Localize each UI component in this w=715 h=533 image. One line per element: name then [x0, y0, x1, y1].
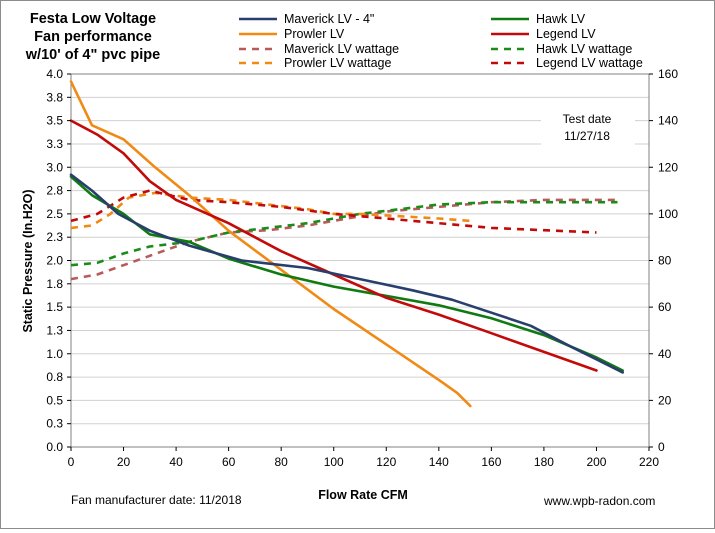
y2-tick-label: 0 — [658, 440, 665, 454]
y-tick-label: 0.0 — [46, 440, 63, 454]
y-tick-label: 2.8 — [46, 184, 63, 198]
x-tick-label: 20 — [117, 455, 131, 469]
series-line-hawk-lv — [69, 175, 625, 372]
legend-label: Prowler LV — [284, 27, 345, 41]
y-tick-label: 1.8 — [46, 277, 63, 291]
series-line-prowler-lv-wattage — [70, 191, 471, 230]
title-line-2: Fan performance — [34, 29, 152, 45]
y-tick-label: 2.3 — [46, 230, 63, 244]
series-line-legend-lv — [69, 119, 598, 372]
x-tick-label: 140 — [429, 455, 449, 469]
series-layer — [69, 80, 625, 408]
x-tick-label: 0 — [68, 455, 75, 469]
test-date-annotation: Test date 11/27/18 — [541, 104, 635, 148]
y-tick-label: 1.5 — [46, 300, 63, 314]
x-tick-label: 220 — [639, 455, 659, 469]
y-tick-label: 0.3 — [46, 417, 63, 431]
left-axis-ticks: 0.0 0.3 0.5 0.8 1.0 1.3 1.5 1.8 2.0 2.3 2.5 2.8 3.0 3… — [46, 67, 71, 454]
legend-label: Maverick LV wattage — [284, 42, 399, 56]
y-tick-label: 0.8 — [46, 370, 63, 384]
y2-tick-label: 20 — [658, 393, 672, 407]
title-line-3: w/10' of 4" pvc pipe — [25, 47, 160, 63]
x-tick-label: 80 — [275, 455, 289, 469]
y-tick-label: 2.5 — [46, 207, 63, 221]
annotation-line-2: 11/27/18 — [564, 129, 610, 143]
x-tick-label: 200 — [586, 455, 606, 469]
series-line-maverick-lv-4 — [69, 173, 625, 374]
legend-label: Maverick LV - 4" — [284, 12, 374, 26]
y2-tick-label: 120 — [658, 160, 678, 174]
y-tick-label: 1.3 — [46, 323, 63, 337]
y-tick-label: 3.3 — [46, 137, 63, 151]
x-axis-ticks: 0 20 40 60 80 100 120 140 160 180 200 220 — [68, 447, 659, 469]
y-tick-label: 2.0 — [46, 254, 63, 268]
y2-tick-label: 100 — [658, 207, 678, 221]
y-tick-label: 3.5 — [46, 114, 63, 128]
legend-label: Prowler LV wattage — [284, 56, 392, 70]
y-axis-title: Static Pressure (In.H2O) — [21, 189, 35, 332]
right-axis-ticks: 0 20 40 60 80 100 120 140 160 — [649, 67, 678, 454]
x-tick-label: 180 — [534, 455, 554, 469]
y2-tick-label: 160 — [658, 67, 678, 81]
series-line-prowler-lv — [69, 80, 472, 408]
annotation-line-1: Test date — [563, 112, 612, 126]
x-tick-label: 120 — [376, 455, 396, 469]
y2-tick-label: 140 — [658, 114, 678, 128]
x-tick-label: 40 — [169, 455, 183, 469]
y-tick-label: 3.8 — [46, 90, 63, 104]
y-tick-label: 3.0 — [46, 160, 63, 174]
y-tick-label: 4.0 — [46, 67, 63, 81]
legend-label: Legend LV — [536, 27, 596, 41]
y2-tick-label: 40 — [658, 347, 672, 361]
legend-label: Hawk LV wattage — [536, 42, 632, 56]
x-tick-label: 100 — [324, 455, 344, 469]
legend: Maverick LV - 4" Hawk LV Prowler LV Legend … — [239, 12, 643, 70]
series-line-hawk-lv-wattage — [70, 200, 618, 267]
y2-tick-label: 60 — [658, 300, 672, 314]
y-tick-label: 1.0 — [46, 347, 63, 361]
footer-website: www.wpb-radon.com — [543, 494, 655, 508]
x-tick-label: 60 — [222, 455, 236, 469]
chart-title: Festa Low Voltage Fan performance w/10' … — [25, 11, 160, 63]
series-line-maverick-lv-wattage — [70, 198, 618, 281]
legend-label: Legend LV wattage — [536, 56, 643, 70]
legend-label: Hawk LV — [536, 12, 586, 26]
x-axis-title: Flow Rate CFM — [318, 488, 408, 502]
series-line-legend-lv-wattage — [70, 189, 597, 234]
footer-manufacturer-date: Fan manufacturer date: 11/2018 — [71, 493, 242, 507]
y-tick-label: 0.5 — [46, 393, 63, 407]
x-tick-label: 160 — [481, 455, 501, 469]
y2-tick-label: 80 — [658, 254, 672, 268]
title-line-1: Festa Low Voltage — [30, 11, 156, 27]
